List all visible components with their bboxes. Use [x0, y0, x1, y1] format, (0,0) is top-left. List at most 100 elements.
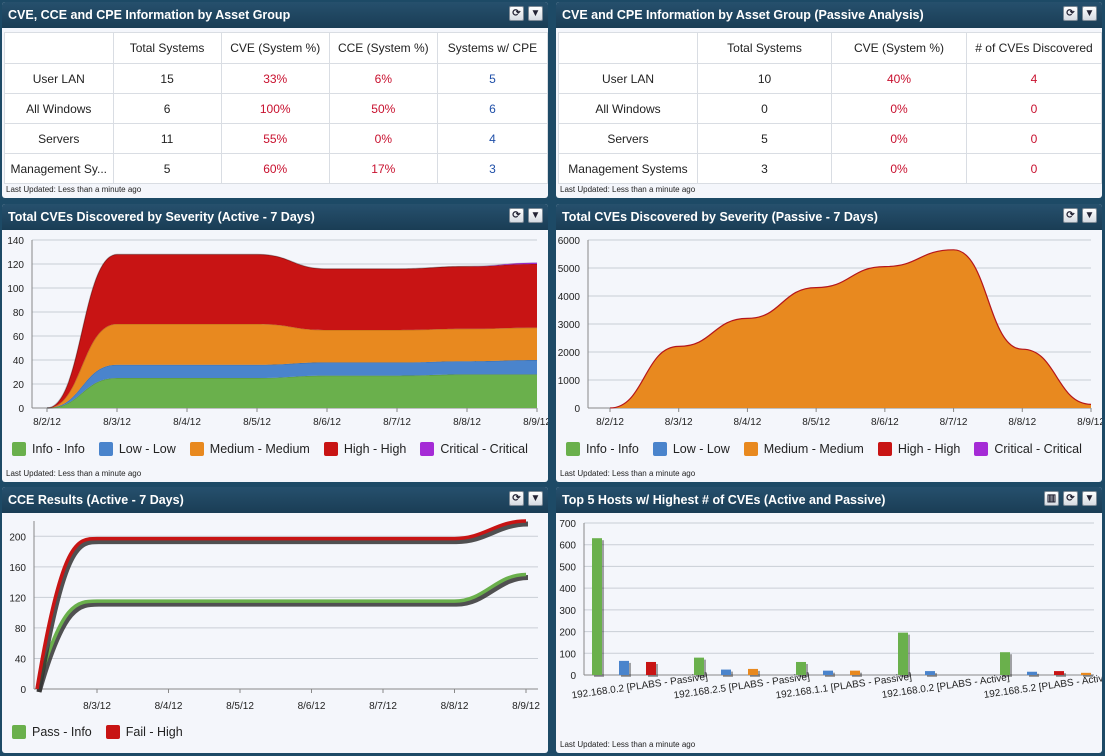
- area-series[interactable]: [47, 374, 537, 408]
- legend-item[interactable]: Critical - Critical: [420, 442, 528, 456]
- line-shadow: [36, 574, 529, 693]
- legend-item[interactable]: Medium - Medium: [189, 442, 310, 456]
- dropdown-icon[interactable]: ▼: [1082, 6, 1097, 21]
- table-row[interactable]: Servers 11 55% 0% 4: [4, 123, 548, 154]
- table-cell: 5: [112, 153, 222, 184]
- legend-label: Critical - Critical: [994, 442, 1082, 456]
- asset-group-table: Total Systems CVE (System %) CCE (System %…: [4, 32, 548, 184]
- dropdown-icon[interactable]: ▼: [528, 6, 543, 21]
- legend-label: Low - Low: [118, 442, 176, 456]
- legend-item[interactable]: High - High: [323, 442, 406, 456]
- area-series[interactable]: [47, 324, 537, 408]
- bar[interactable]: [925, 671, 935, 675]
- bar[interactable]: [823, 670, 833, 675]
- legend-item[interactable]: Low - Low: [98, 442, 176, 456]
- legend-item[interactable]: Critical - Critical: [974, 442, 1082, 456]
- dropdown-icon[interactable]: ▼: [1082, 208, 1097, 223]
- bar-chart-icon[interactable]: ▥: [1044, 491, 1059, 506]
- bar[interactable]: [592, 538, 602, 675]
- legend-swatch: [323, 442, 338, 456]
- panel-title: Top 5 Hosts w/ Highest # of CVEs (Active…: [562, 493, 886, 507]
- refresh-icon[interactable]: ⟳: [509, 491, 524, 506]
- legend-label: Fail - High: [125, 725, 183, 739]
- y-tick-label: 200: [9, 532, 26, 543]
- table-cell: 10: [697, 63, 832, 94]
- y-tick-label: 100: [559, 649, 576, 660]
- legend-label: Pass - Info: [32, 725, 92, 739]
- table-row[interactable]: All Windows 6 100% 50% 6: [4, 93, 548, 124]
- dropdown-icon[interactable]: ▼: [528, 208, 543, 223]
- bar-shadow: [927, 673, 937, 677]
- table-row[interactable]: Management Systems 3 0% 0: [558, 153, 1102, 184]
- bar[interactable]: [796, 661, 806, 675]
- bar[interactable]: [748, 668, 758, 675]
- line-series[interactable]: [35, 572, 527, 690]
- legend-item[interactable]: Low - Low: [652, 442, 730, 456]
- bar[interactable]: [850, 670, 860, 675]
- x-tick-label: 8/4/12: [173, 417, 201, 428]
- bar[interactable]: [619, 660, 629, 675]
- legend-item[interactable]: Info - Info: [566, 442, 639, 456]
- x-tick-label: 8/9/12: [512, 701, 540, 712]
- bar[interactable]: [1054, 671, 1064, 675]
- area-series[interactable]: [610, 249, 1091, 408]
- column-header: CVE (System %): [831, 32, 967, 64]
- asset-group-panel: CVE, CCE and CPE Information by Asset Gr…: [2, 2, 548, 198]
- panel-title: CVE and CPE Information by Asset Group (…: [562, 8, 924, 22]
- legend-item[interactable]: Medium - Medium: [743, 442, 864, 456]
- x-tick-label: 8/5/12: [226, 701, 254, 712]
- table-cell: 0: [697, 93, 832, 124]
- bar[interactable]: [898, 632, 908, 675]
- table-header-row: Total Systems CVE (System %) CCE (System %…: [4, 32, 548, 64]
- legend-item[interactable]: Pass - Info: [12, 725, 92, 739]
- column-header: CCE (System %): [328, 32, 438, 64]
- table-row[interactable]: User LAN 15 33% 6% 5: [4, 63, 548, 94]
- refresh-icon[interactable]: ⟳: [1063, 6, 1078, 21]
- cce-results-chart: 0 40 80 120 160 200 8/3/12 8/4/12 8/5/12 8/6/12 8/…: [9, 519, 540, 712]
- bar[interactable]: [694, 657, 704, 675]
- panel-title: Total CVEs Discovered by Severity (Activ…: [8, 210, 315, 224]
- bar[interactable]: [1027, 671, 1037, 675]
- area-series[interactable]: [47, 254, 537, 408]
- y-tick-label: 4000: [558, 292, 581, 303]
- passive-analysis-table: Total Systems CVE (System %) # of CVEs Dis…: [558, 32, 1102, 184]
- last-updated: Last Updated: Less than a minute ago: [560, 469, 696, 478]
- table-row[interactable]: All Windows 0 0% 0: [558, 93, 1102, 124]
- dropdown-icon[interactable]: ▼: [1082, 491, 1097, 506]
- legend-label: Info - Info: [32, 442, 85, 456]
- table-cell: 15: [112, 63, 222, 94]
- bar[interactable]: [1081, 672, 1091, 675]
- table-row[interactable]: User LAN 10 40% 4: [558, 63, 1102, 94]
- legend-item[interactable]: Fail - High: [105, 725, 183, 739]
- area-series[interactable]: [47, 360, 537, 408]
- legend-swatch: [12, 442, 26, 456]
- table-row[interactable]: Management Sy... 5 60% 17% 3: [4, 153, 548, 184]
- table-cell: 0: [966, 93, 1102, 124]
- table-cell: 3: [436, 153, 548, 184]
- table-row[interactable]: Servers 5 0% 0: [558, 123, 1102, 154]
- dropdown-icon[interactable]: ▼: [528, 491, 543, 506]
- active-severity-panel: Total CVEs Discovered by Severity (Activ…: [2, 204, 548, 482]
- refresh-icon[interactable]: ⟳: [1063, 491, 1078, 506]
- bar[interactable]: [646, 661, 656, 675]
- x-tick-label: 8/6/12: [298, 701, 326, 712]
- refresh-icon[interactable]: ⟳: [509, 208, 524, 223]
- x-tick-label: 8/3/12: [665, 417, 693, 428]
- x-tick-label: 8/4/12: [155, 701, 183, 712]
- refresh-icon[interactable]: ⟳: [509, 6, 524, 21]
- legend-item[interactable]: High - High: [877, 442, 960, 456]
- bar[interactable]: [721, 669, 731, 675]
- legend-item[interactable]: Info - Info: [12, 442, 85, 456]
- table-cell: 5: [436, 63, 548, 94]
- table-cell: 11: [112, 123, 222, 154]
- x-tick-label: 8/7/12: [383, 417, 411, 428]
- row-label: Management Systems: [558, 153, 698, 184]
- refresh-icon[interactable]: ⟳: [1063, 208, 1078, 223]
- x-tick-label: 8/5/12: [243, 417, 271, 428]
- bar[interactable]: [1000, 652, 1010, 675]
- bar-shadow: [1029, 673, 1039, 677]
- line-series[interactable]: [35, 519, 527, 690]
- table-cell: 40%: [831, 63, 967, 94]
- passive-severity-chart: 0 1000 2000 3000 4000 5000 6000 8/2/12 8/3/12 8/4…: [558, 236, 1102, 428]
